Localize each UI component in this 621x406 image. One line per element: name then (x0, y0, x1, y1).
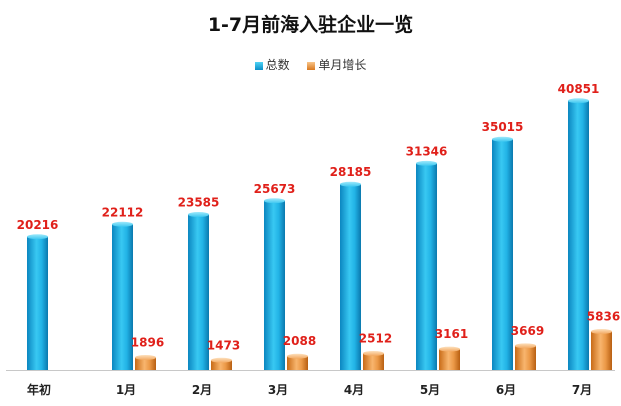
legend-swatch-increase (307, 61, 316, 70)
bar-total-cap (112, 221, 133, 227)
data-label-total: 20216 (17, 218, 59, 232)
data-label-total: 28185 (330, 165, 372, 179)
legend-item-increase: 单月增长 (307, 56, 366, 73)
bar-total-body (492, 139, 513, 370)
bar-increase-body (591, 331, 612, 370)
bar-total-cap (340, 181, 361, 187)
bar-total-body (27, 236, 48, 370)
data-label-total: 31346 (406, 144, 448, 158)
bar-total (27, 234, 48, 370)
chart-title: 1-7月前海入驻企业一览 (207, 14, 414, 36)
bar-total (492, 136, 513, 370)
data-label-total: 23585 (178, 196, 220, 210)
x-tick-label: 6月 (496, 383, 516, 397)
legend-label-increase: 单月增长 (318, 58, 367, 72)
x-tick-label: 4月 (344, 383, 364, 397)
bar-total-cap (568, 98, 589, 104)
x-tick-label: 2月 (192, 383, 212, 397)
x-tick-label: 3月 (268, 383, 288, 397)
legend-item-total: 总数 (254, 56, 290, 73)
bar-increase-body (439, 349, 460, 370)
bar-increase-cap (439, 346, 460, 352)
bar-increase-cap (591, 329, 612, 335)
bar-increase-body (515, 345, 536, 370)
data-label-increase: 3161 (435, 327, 468, 341)
bar-monthly-increase (287, 353, 308, 370)
bar-increase-body (135, 357, 156, 370)
data-label-increase: 3669 (511, 324, 544, 338)
data-label-increase: 1473 (207, 338, 240, 352)
bar-total-cap (27, 234, 48, 240)
bar-increase-body (287, 356, 308, 370)
bar-total-body (340, 184, 361, 370)
data-label-increase: 5836 (587, 310, 620, 324)
bar-total-body (112, 224, 133, 370)
data-label-total: 35015 (482, 120, 524, 134)
bar-monthly-increase (363, 350, 384, 370)
legend: 总数 单月增长 (0, 56, 621, 73)
bar-total-cap (492, 136, 513, 142)
x-tick-label: 年初 (27, 382, 51, 397)
bar-increase-cap (287, 353, 308, 359)
bar-increase-cap (515, 343, 536, 349)
bar-increase-cap (211, 357, 232, 363)
x-tick-label: 1月 (116, 383, 136, 397)
data-label-increase: 2512 (359, 331, 392, 345)
bar-increase-cap (363, 350, 384, 356)
legend-label-total: 总数 (265, 58, 290, 72)
bar-increase-cap (135, 355, 156, 361)
bar-monthly-increase (439, 346, 460, 370)
bar-total (340, 181, 361, 370)
bar-monthly-increase (135, 355, 156, 370)
data-label-increase: 2088 (283, 334, 316, 348)
bar-total (416, 160, 437, 370)
bar-monthly-increase (211, 357, 232, 370)
bar-total-body (568, 100, 589, 371)
data-label-total: 40851 (558, 82, 600, 96)
data-label-total: 25673 (254, 182, 296, 196)
x-tick-label: 5月 (420, 383, 440, 397)
bar-monthly-increase (591, 329, 612, 370)
bar-increase-body (211, 360, 232, 370)
legend-swatch-total (254, 61, 263, 70)
bar-total (568, 98, 589, 371)
bar-monthly-increase (515, 343, 536, 370)
bar-total (264, 198, 285, 370)
bar-total (112, 221, 133, 370)
bar-total-body (188, 214, 209, 370)
data-label-increase: 1896 (131, 336, 164, 350)
bar-total-cap (188, 212, 209, 218)
x-tick-label: 7月 (572, 383, 592, 397)
data-label-total: 22112 (102, 205, 144, 219)
bar-total-cap (416, 160, 437, 166)
bar-total-body (264, 200, 285, 370)
bar-total (188, 212, 209, 370)
bar-total-cap (264, 198, 285, 204)
bar-total-body (416, 163, 437, 370)
bar-increase-body (363, 353, 384, 370)
